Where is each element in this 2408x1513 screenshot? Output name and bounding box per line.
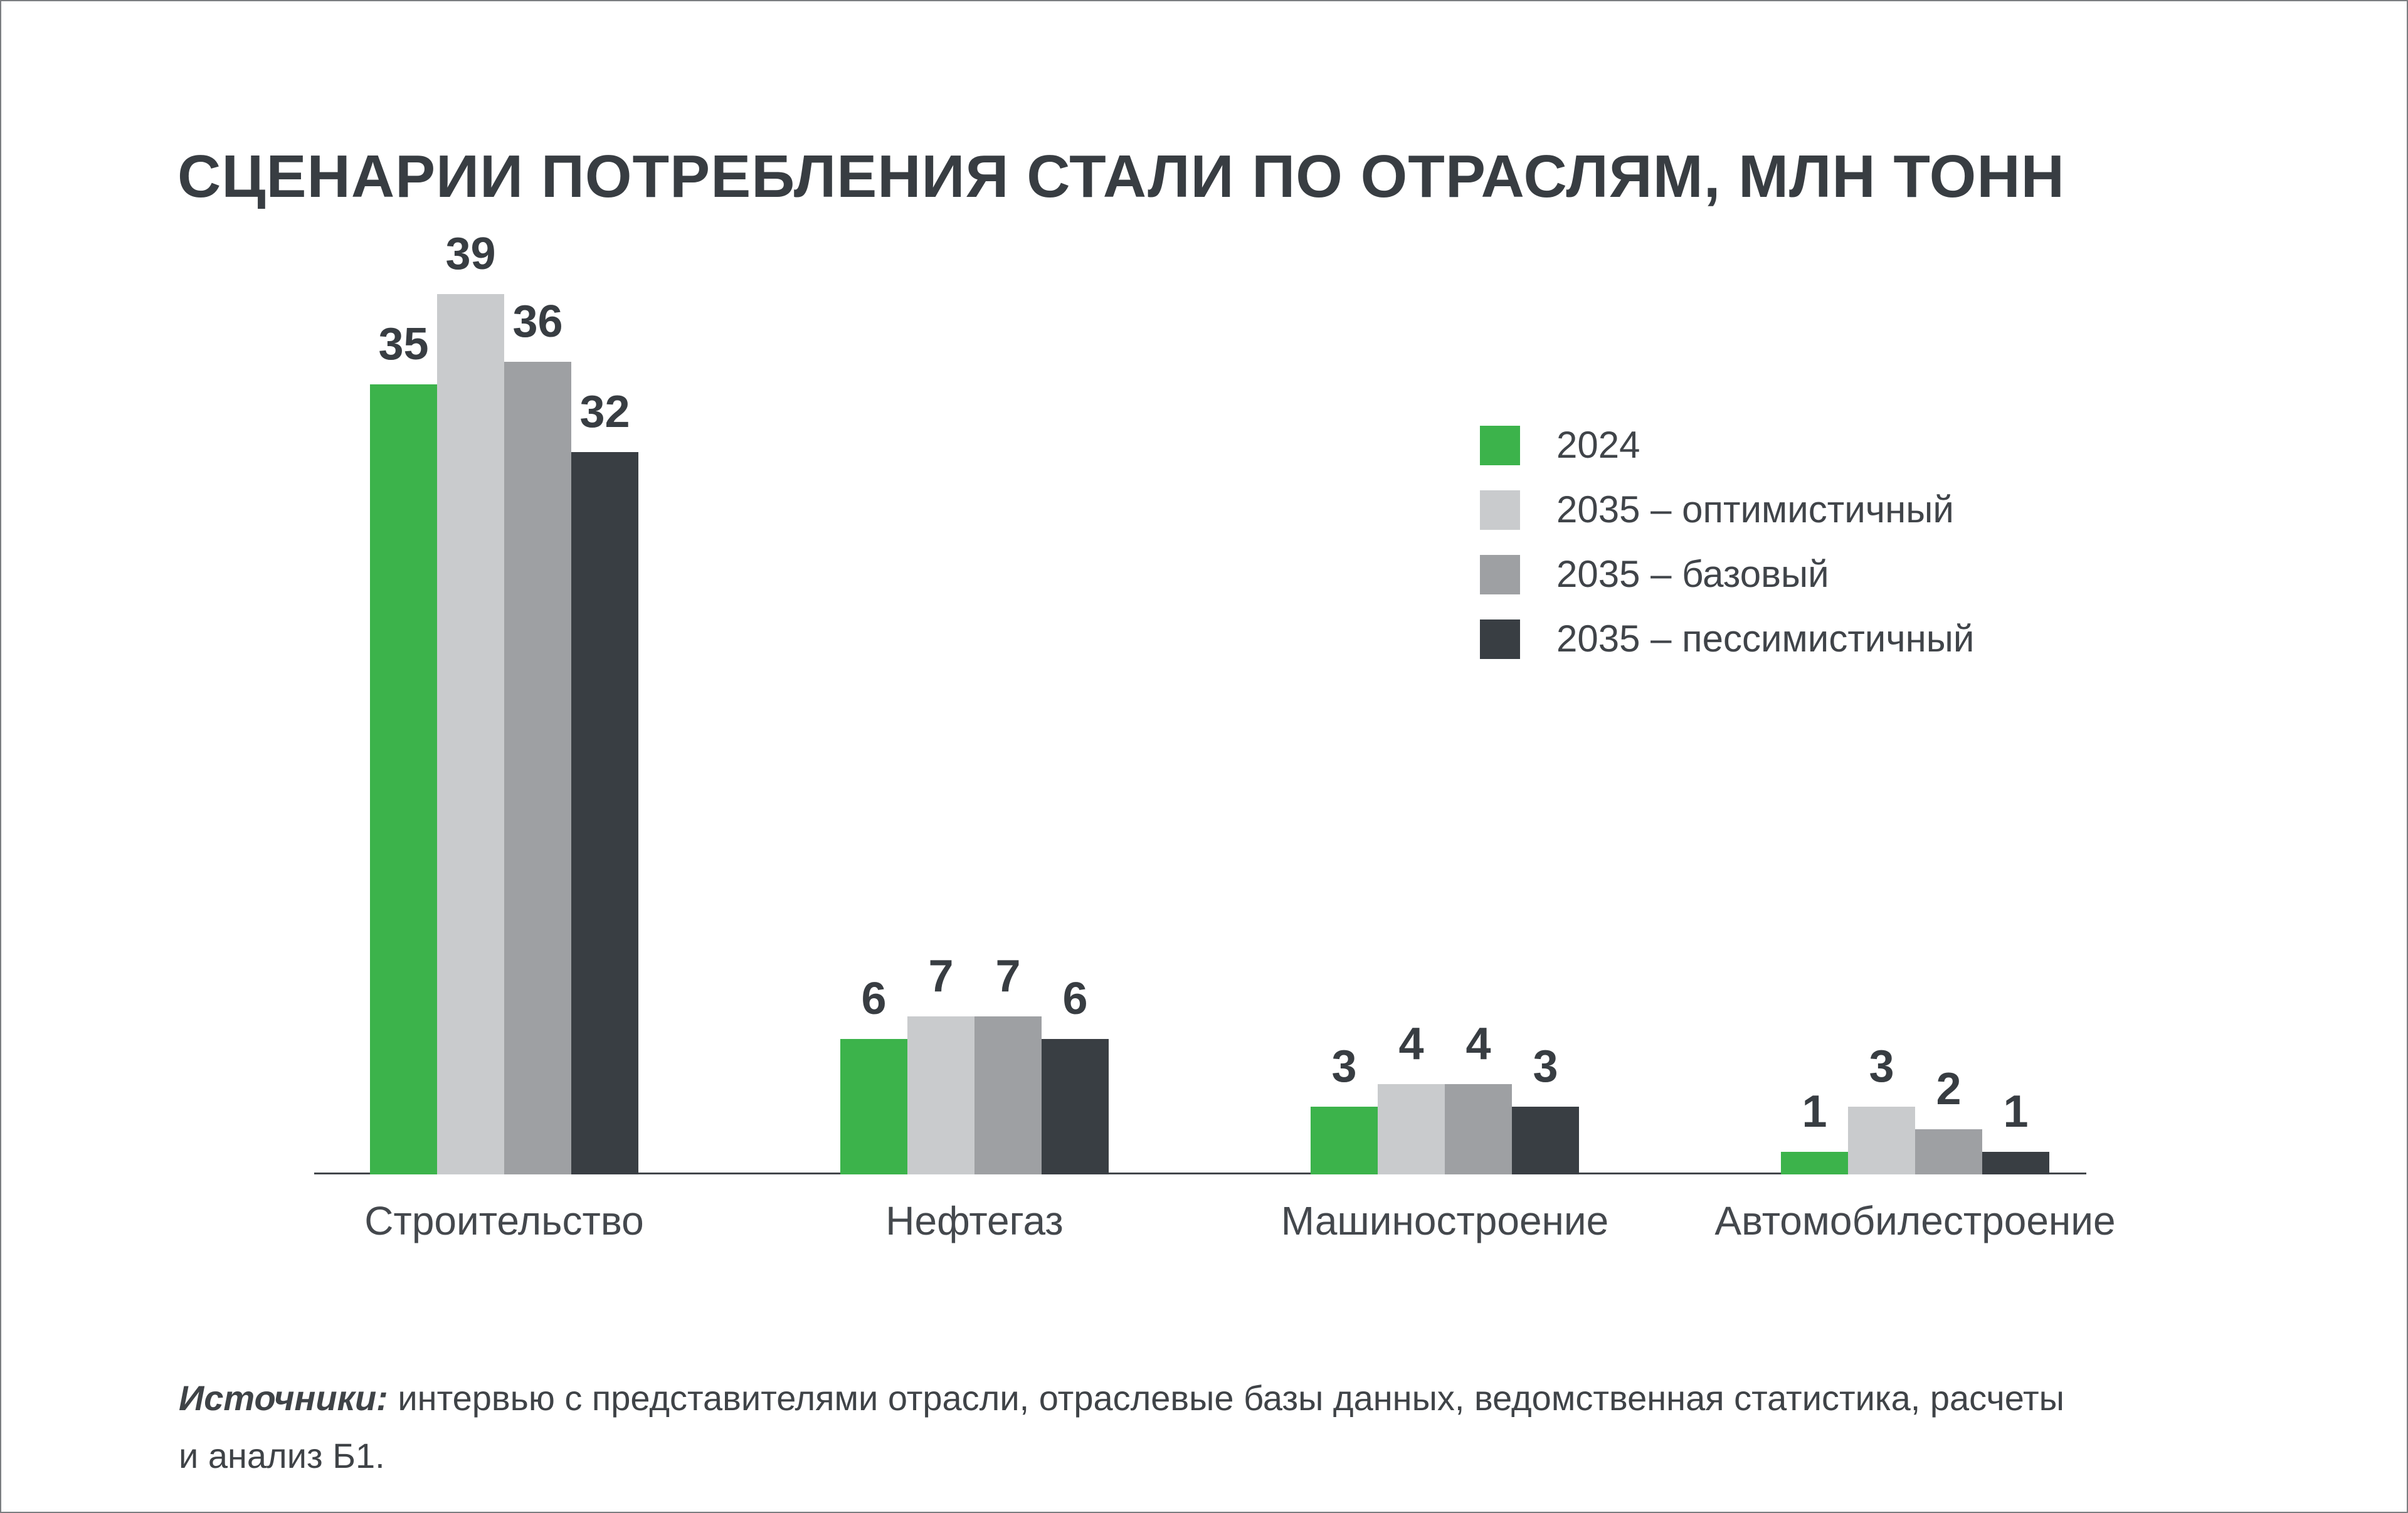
legend-swatch [1480, 425, 1520, 465]
bar-value-label: 35 [378, 319, 429, 369]
bar: 4 [1378, 1021, 1445, 1174]
bar: 7 [907, 954, 974, 1174]
bar-value-label: 1 [1802, 1087, 1827, 1137]
chart-title: СЦЕНАРИИ ПОТРЕБЛЕНИЯ СТАЛИ ПО ОТРАСЛЯМ, … [177, 143, 2065, 211]
legend-item: 2035 – пессимистичный [1480, 619, 1974, 659]
source-text-line2: и анализ Б1. [179, 1436, 385, 1475]
source-label: Источники: [179, 1378, 388, 1418]
bar-value-label: 32 [579, 387, 630, 437]
bar: 1 [1982, 1089, 2049, 1174]
bar-value-label: 6 [861, 974, 887, 1024]
bar: 7 [974, 954, 1042, 1174]
x-axis-line [314, 1173, 2086, 1174]
bar: 39 [437, 231, 504, 1174]
source-note: Источники: интервью с представителями от… [179, 1369, 2064, 1485]
x-axis-label: Машиностроение [1281, 1198, 1609, 1243]
bar: 35 [370, 322, 437, 1174]
legend-item: 2035 – оптимистичный [1480, 490, 1974, 530]
bar: 2 [1915, 1067, 1982, 1174]
bar: 32 [571, 389, 638, 1174]
legend-label: 2035 – пессимистичный [1556, 618, 1975, 660]
legend-swatch [1480, 619, 1520, 659]
bar: 3 [1512, 1044, 1579, 1174]
x-axis-label: Автомобилестроение [1714, 1198, 2116, 1243]
bar-value-label: 2 [1936, 1064, 1962, 1114]
bar-value-label: 3 [1331, 1041, 1357, 1092]
bar-value-label: 6 [1062, 974, 1088, 1024]
bar: 6 [840, 976, 907, 1174]
bar-value-label: 1 [2003, 1087, 2029, 1137]
bar-value-label: 4 [1465, 1019, 1491, 1069]
legend-swatch [1480, 554, 1520, 594]
legend: 2024 2035 – оптимистичный 2035 – базовый 20… [1480, 425, 1974, 683]
bar-value-label: 3 [1869, 1041, 1894, 1092]
bar: 1 [1781, 1089, 1848, 1174]
legend-label: 2035 – оптимистичный [1556, 488, 1954, 530]
bar: 6 [1042, 976, 1109, 1174]
legend-label: 2035 – базовый [1556, 553, 1829, 595]
bar-value-label: 36 [512, 297, 563, 347]
source-text-line1: интервью с представителями отрасли, отра… [398, 1378, 2064, 1418]
bar: 4 [1445, 1021, 1512, 1174]
legend-swatch [1480, 490, 1520, 530]
bar: 36 [504, 299, 571, 1174]
bar-value-label: 7 [995, 951, 1021, 1001]
bar-value-label: 39 [445, 229, 496, 279]
bar-value-label: 7 [928, 951, 954, 1001]
bar: 3 [1848, 1044, 1915, 1174]
legend-item: 2035 – базовый [1480, 554, 1974, 594]
bar-value-label: 4 [1398, 1019, 1424, 1069]
bar-group: 35 39 36 32 [370, 231, 638, 1174]
bar-value-label: 3 [1533, 1041, 1558, 1092]
bar: 3 [1311, 1044, 1378, 1174]
legend-item: 2024 [1480, 425, 1974, 465]
x-axis-label: Нефтегаз [885, 1198, 1064, 1243]
legend-label: 2024 [1556, 424, 1640, 466]
x-axis-label: Строительство [364, 1198, 644, 1243]
